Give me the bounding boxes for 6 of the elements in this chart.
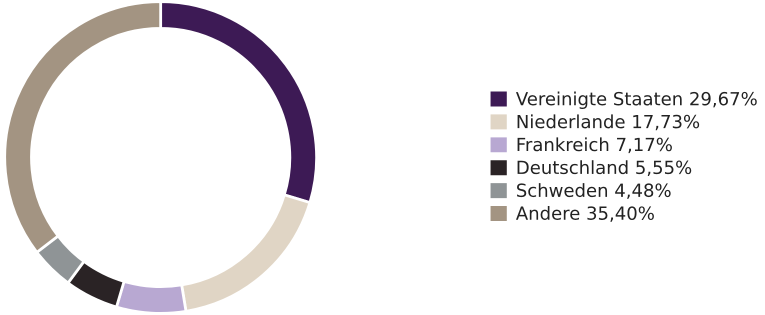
legend-label: Niederlande 17,73% xyxy=(518,114,700,130)
legend-label: Deutschland 5,55% xyxy=(518,160,692,176)
legend-label: Schweden 4,48% xyxy=(517,183,671,199)
legend-label: Vereinigte Staaten 29,67% xyxy=(516,92,757,110)
legend-label: Frankreich 7,17% xyxy=(518,137,672,154)
legend-label: Andere 35,40% xyxy=(516,206,654,222)
